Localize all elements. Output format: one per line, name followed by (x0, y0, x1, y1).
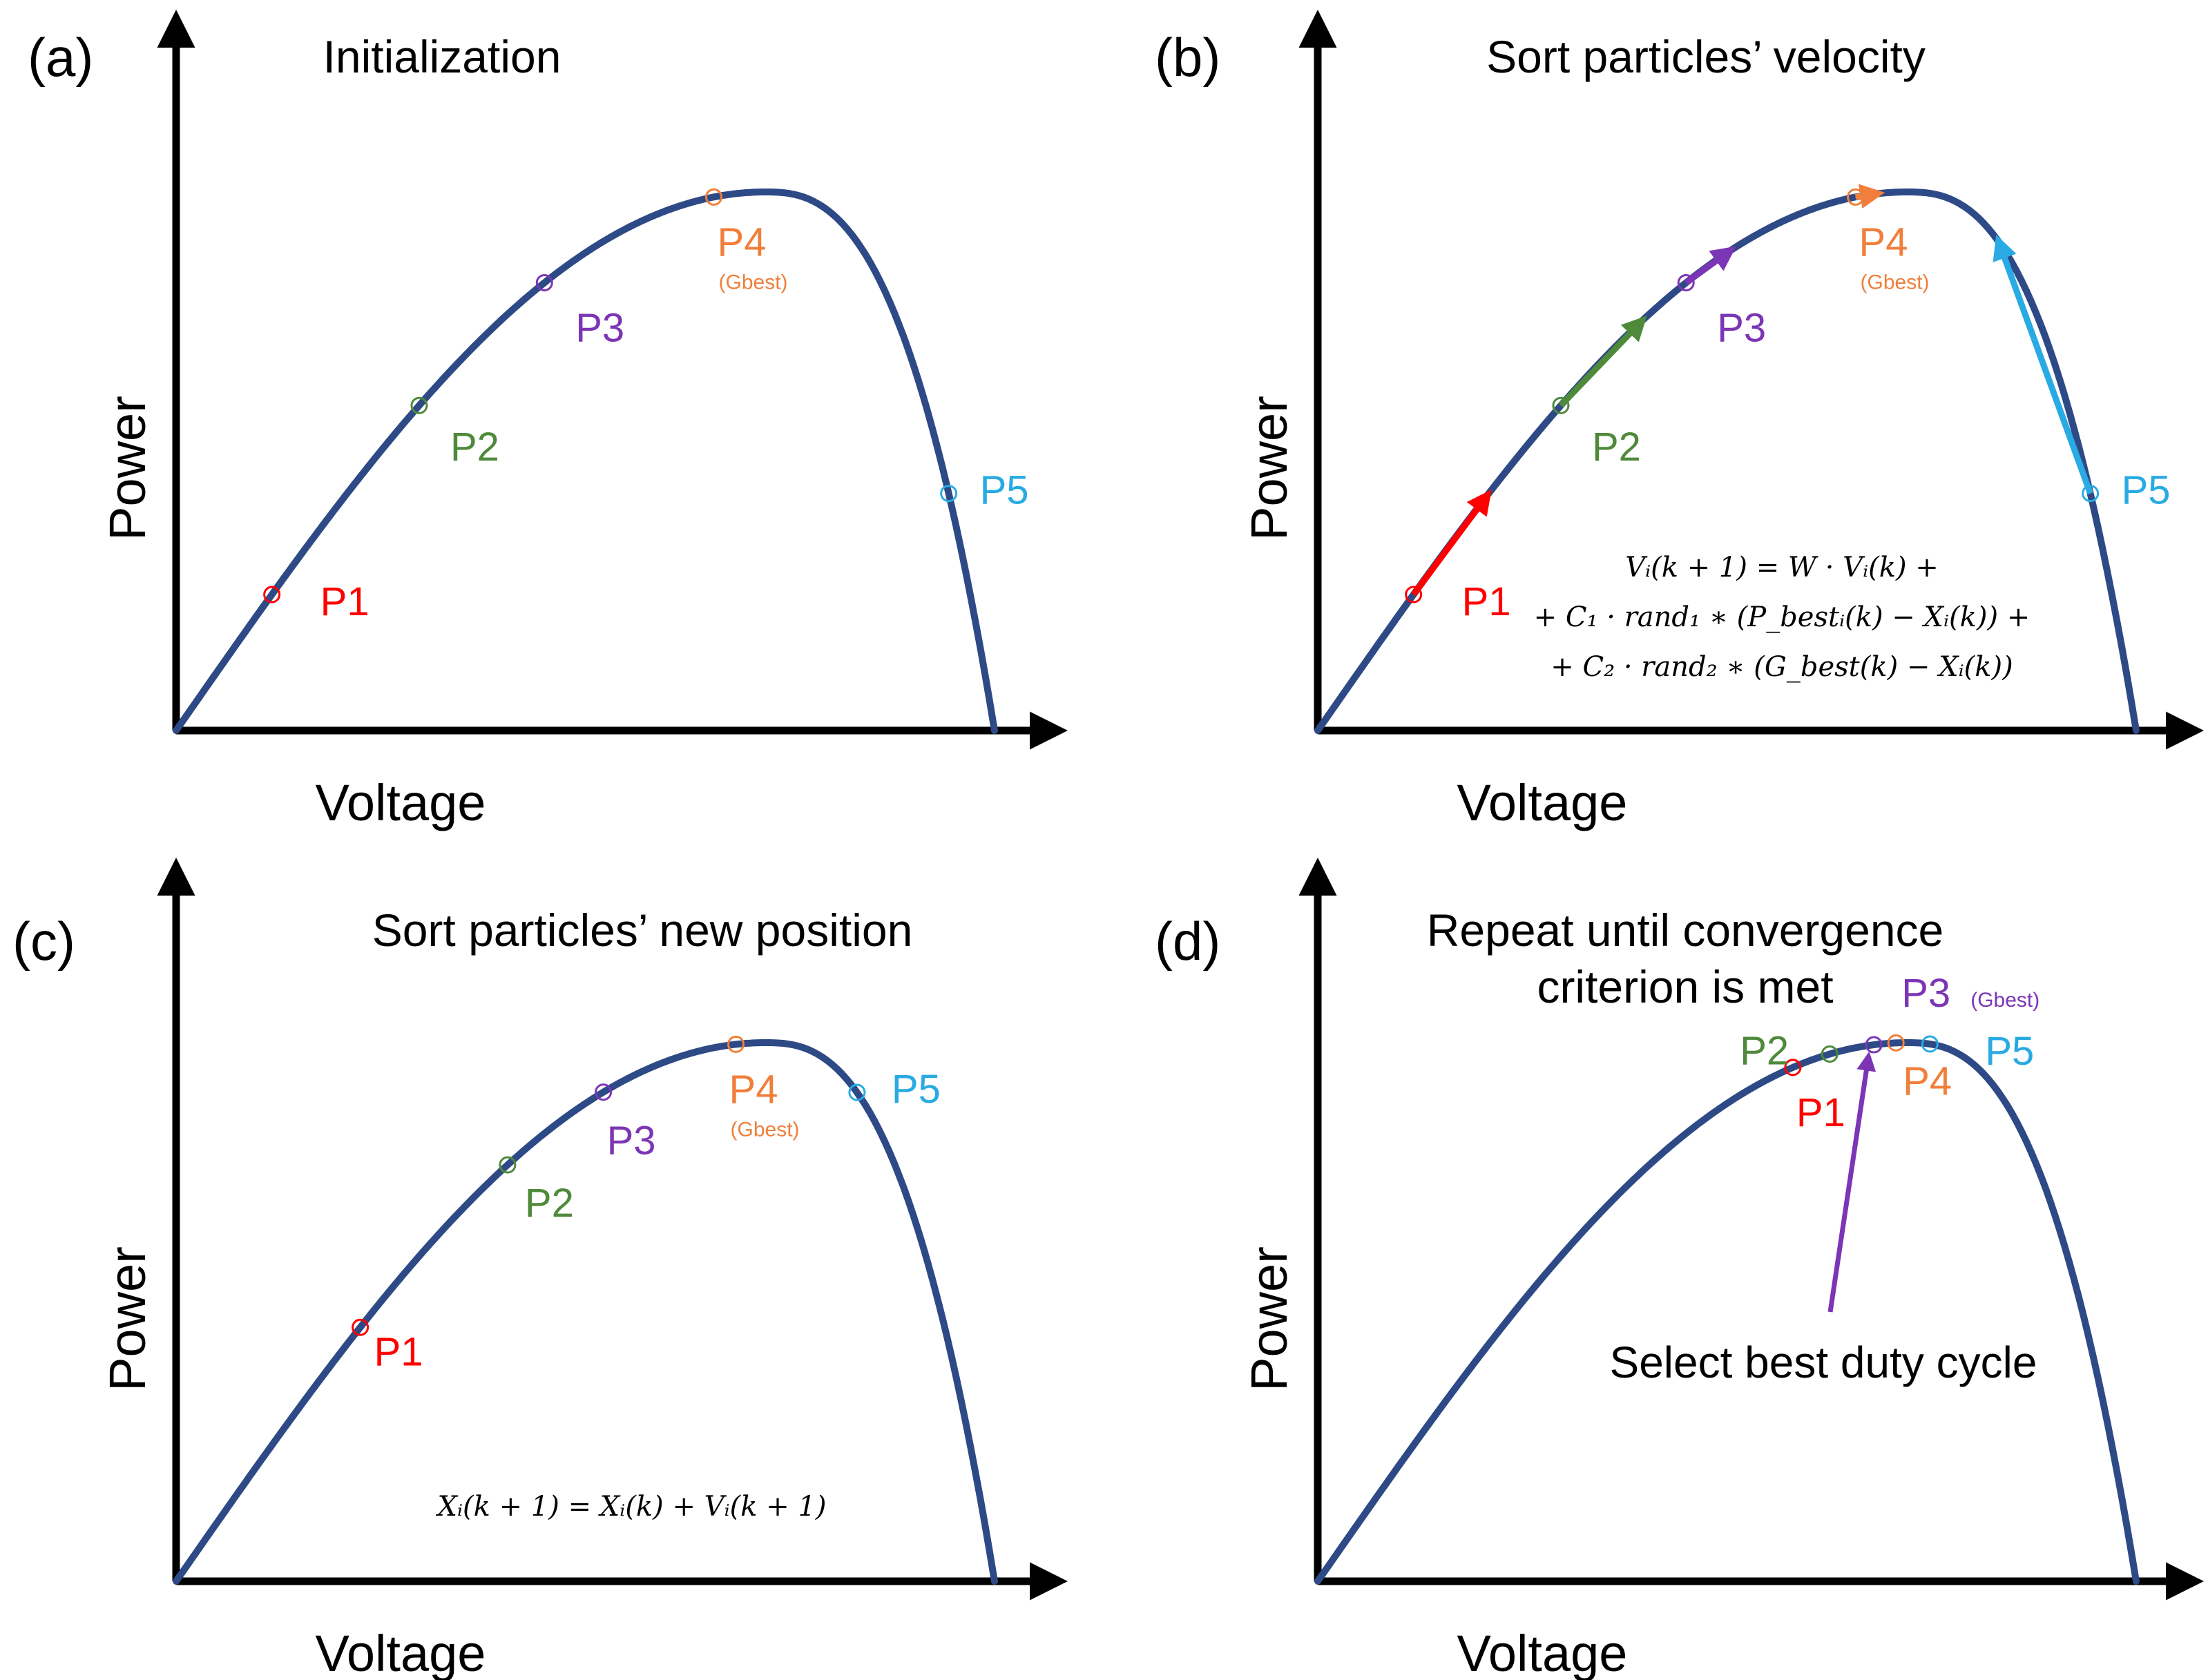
pv-curve (1314, 189, 2140, 734)
pv-curve (173, 189, 998, 734)
particle-p5-label: P5 (1985, 1029, 2034, 1074)
x-axis-label: Voltage (1457, 1625, 1628, 1680)
particle-p5-label: P5 (892, 1067, 941, 1112)
particle-p4-marker (705, 188, 723, 206)
panel-title: criterion is met (1537, 961, 1833, 1012)
particle-p1-label: P1 (374, 1329, 423, 1374)
panel-b: (b) Sort particles’ velocity Voltage Power P… (1155, 10, 2204, 831)
particle-p5-label: P5 (2122, 468, 2171, 513)
pv-curve (173, 1039, 998, 1585)
gbest-tag: (Gbest) (1861, 271, 1930, 293)
panel-title: Sort particles’ velocity (1486, 31, 1926, 82)
particle-p2-marker (410, 396, 428, 414)
particle-p3-marker (1677, 273, 1695, 291)
particle-p5-marker (1921, 1035, 1939, 1053)
particle-p5-marker (848, 1083, 866, 1101)
velocity-arrow-p1 (1411, 489, 1492, 597)
gbest-tag: (Gbest) (1970, 989, 2039, 1012)
particle-p4-marker (1847, 188, 1865, 206)
particle-p1-label: P1 (320, 579, 369, 624)
equation-line: Vᵢ(k + 1) = W · Vᵢ(k) + (1625, 552, 1939, 583)
panel-title: Initialization (323, 31, 561, 82)
particle-p1-label: P1 (1796, 1090, 1845, 1135)
particle-p1-label: P1 (1462, 579, 1511, 624)
particle-p5-marker (940, 485, 958, 503)
particle-p2-label: P2 (450, 425, 499, 470)
velocity-arrow-p3 (1684, 246, 1736, 286)
panel-a: (a) Initialization Voltage Power P1 P2 P3 P4 (Gb… (28, 10, 1068, 831)
x-axis-label: Voltage (316, 1625, 486, 1680)
x-axis-label: Voltage (1457, 774, 1628, 831)
velocity-arrow-p4 (1854, 184, 1885, 209)
x-axis-label: Voltage (316, 774, 486, 831)
particle-p1-marker (352, 1318, 369, 1336)
pv-curve (1314, 1039, 2140, 1585)
y-axis-label: Power (1240, 396, 1298, 541)
panel-label: (d) (1155, 911, 1220, 972)
y-axis-label: Power (99, 1246, 156, 1391)
particle-p2-marker (1821, 1045, 1839, 1063)
particle-p4-label: P4 (1859, 220, 1908, 264)
particle-p2-marker (499, 1156, 517, 1174)
particle-p3-label: P3 (575, 305, 624, 350)
particle-p2-label: P2 (1592, 425, 1641, 470)
equation-line: + C₂ · rand₂ ∗ (G_best(k) − Xᵢ(k)) (1551, 651, 2013, 683)
particle-p3-label: P3 (1717, 305, 1766, 350)
annotation-text: Select best duty cycle (1610, 1338, 2037, 1387)
particle-p3-marker (595, 1083, 613, 1101)
particle-p5-marker (2082, 485, 2100, 503)
panel-label: (b) (1155, 27, 1220, 88)
y-axis-label: Power (99, 396, 156, 541)
particle-p1-marker (1405, 586, 1423, 604)
velocity-arrow-p5 (1993, 234, 2093, 495)
particle-p2-label: P2 (1740, 1029, 1789, 1074)
panel-c: (c) Sort particles’ new position Voltage Po… (12, 858, 1068, 1680)
panel-label: (a) (28, 27, 93, 88)
particle-p3-marker (535, 273, 553, 291)
gbest-tag: (Gbest) (719, 271, 788, 293)
particle-p4-marker (727, 1035, 745, 1053)
particle-p1-marker (1784, 1059, 1802, 1076)
select-best-arrow (1827, 1051, 1876, 1313)
y-axis-label: Power (1240, 1246, 1298, 1391)
equation-line: + C₁ · rand₁ ∗ (P_bestᵢ(k) − Xᵢ(k)) + (1534, 601, 2031, 633)
particle-p4-label: P4 (729, 1067, 778, 1112)
particle-p2-marker (1552, 396, 1570, 414)
particle-p3-label: P3 (607, 1119, 656, 1164)
panel-title: Repeat until convergence (1427, 905, 1944, 956)
particle-p5-label: P5 (980, 468, 1029, 513)
particle-p4-marker (1887, 1034, 1905, 1052)
panel-title: Sort particles’ new position (372, 905, 913, 956)
particle-p4-label: P4 (718, 220, 767, 264)
gbest-tag: (Gbest) (731, 1118, 800, 1141)
particle-p1-marker (263, 586, 281, 604)
panel-label: (c) (12, 911, 75, 972)
particle-p2-label: P2 (525, 1181, 574, 1226)
particle-p3-label: P3 (1901, 971, 1950, 1016)
velocity-arrow-p2 (1558, 316, 1647, 408)
particle-p4-label: P4 (1903, 1059, 1952, 1103)
equation-line: Xᵢ(k + 1) = Xᵢ(k) + Vᵢ(k + 1) (435, 1491, 826, 1523)
